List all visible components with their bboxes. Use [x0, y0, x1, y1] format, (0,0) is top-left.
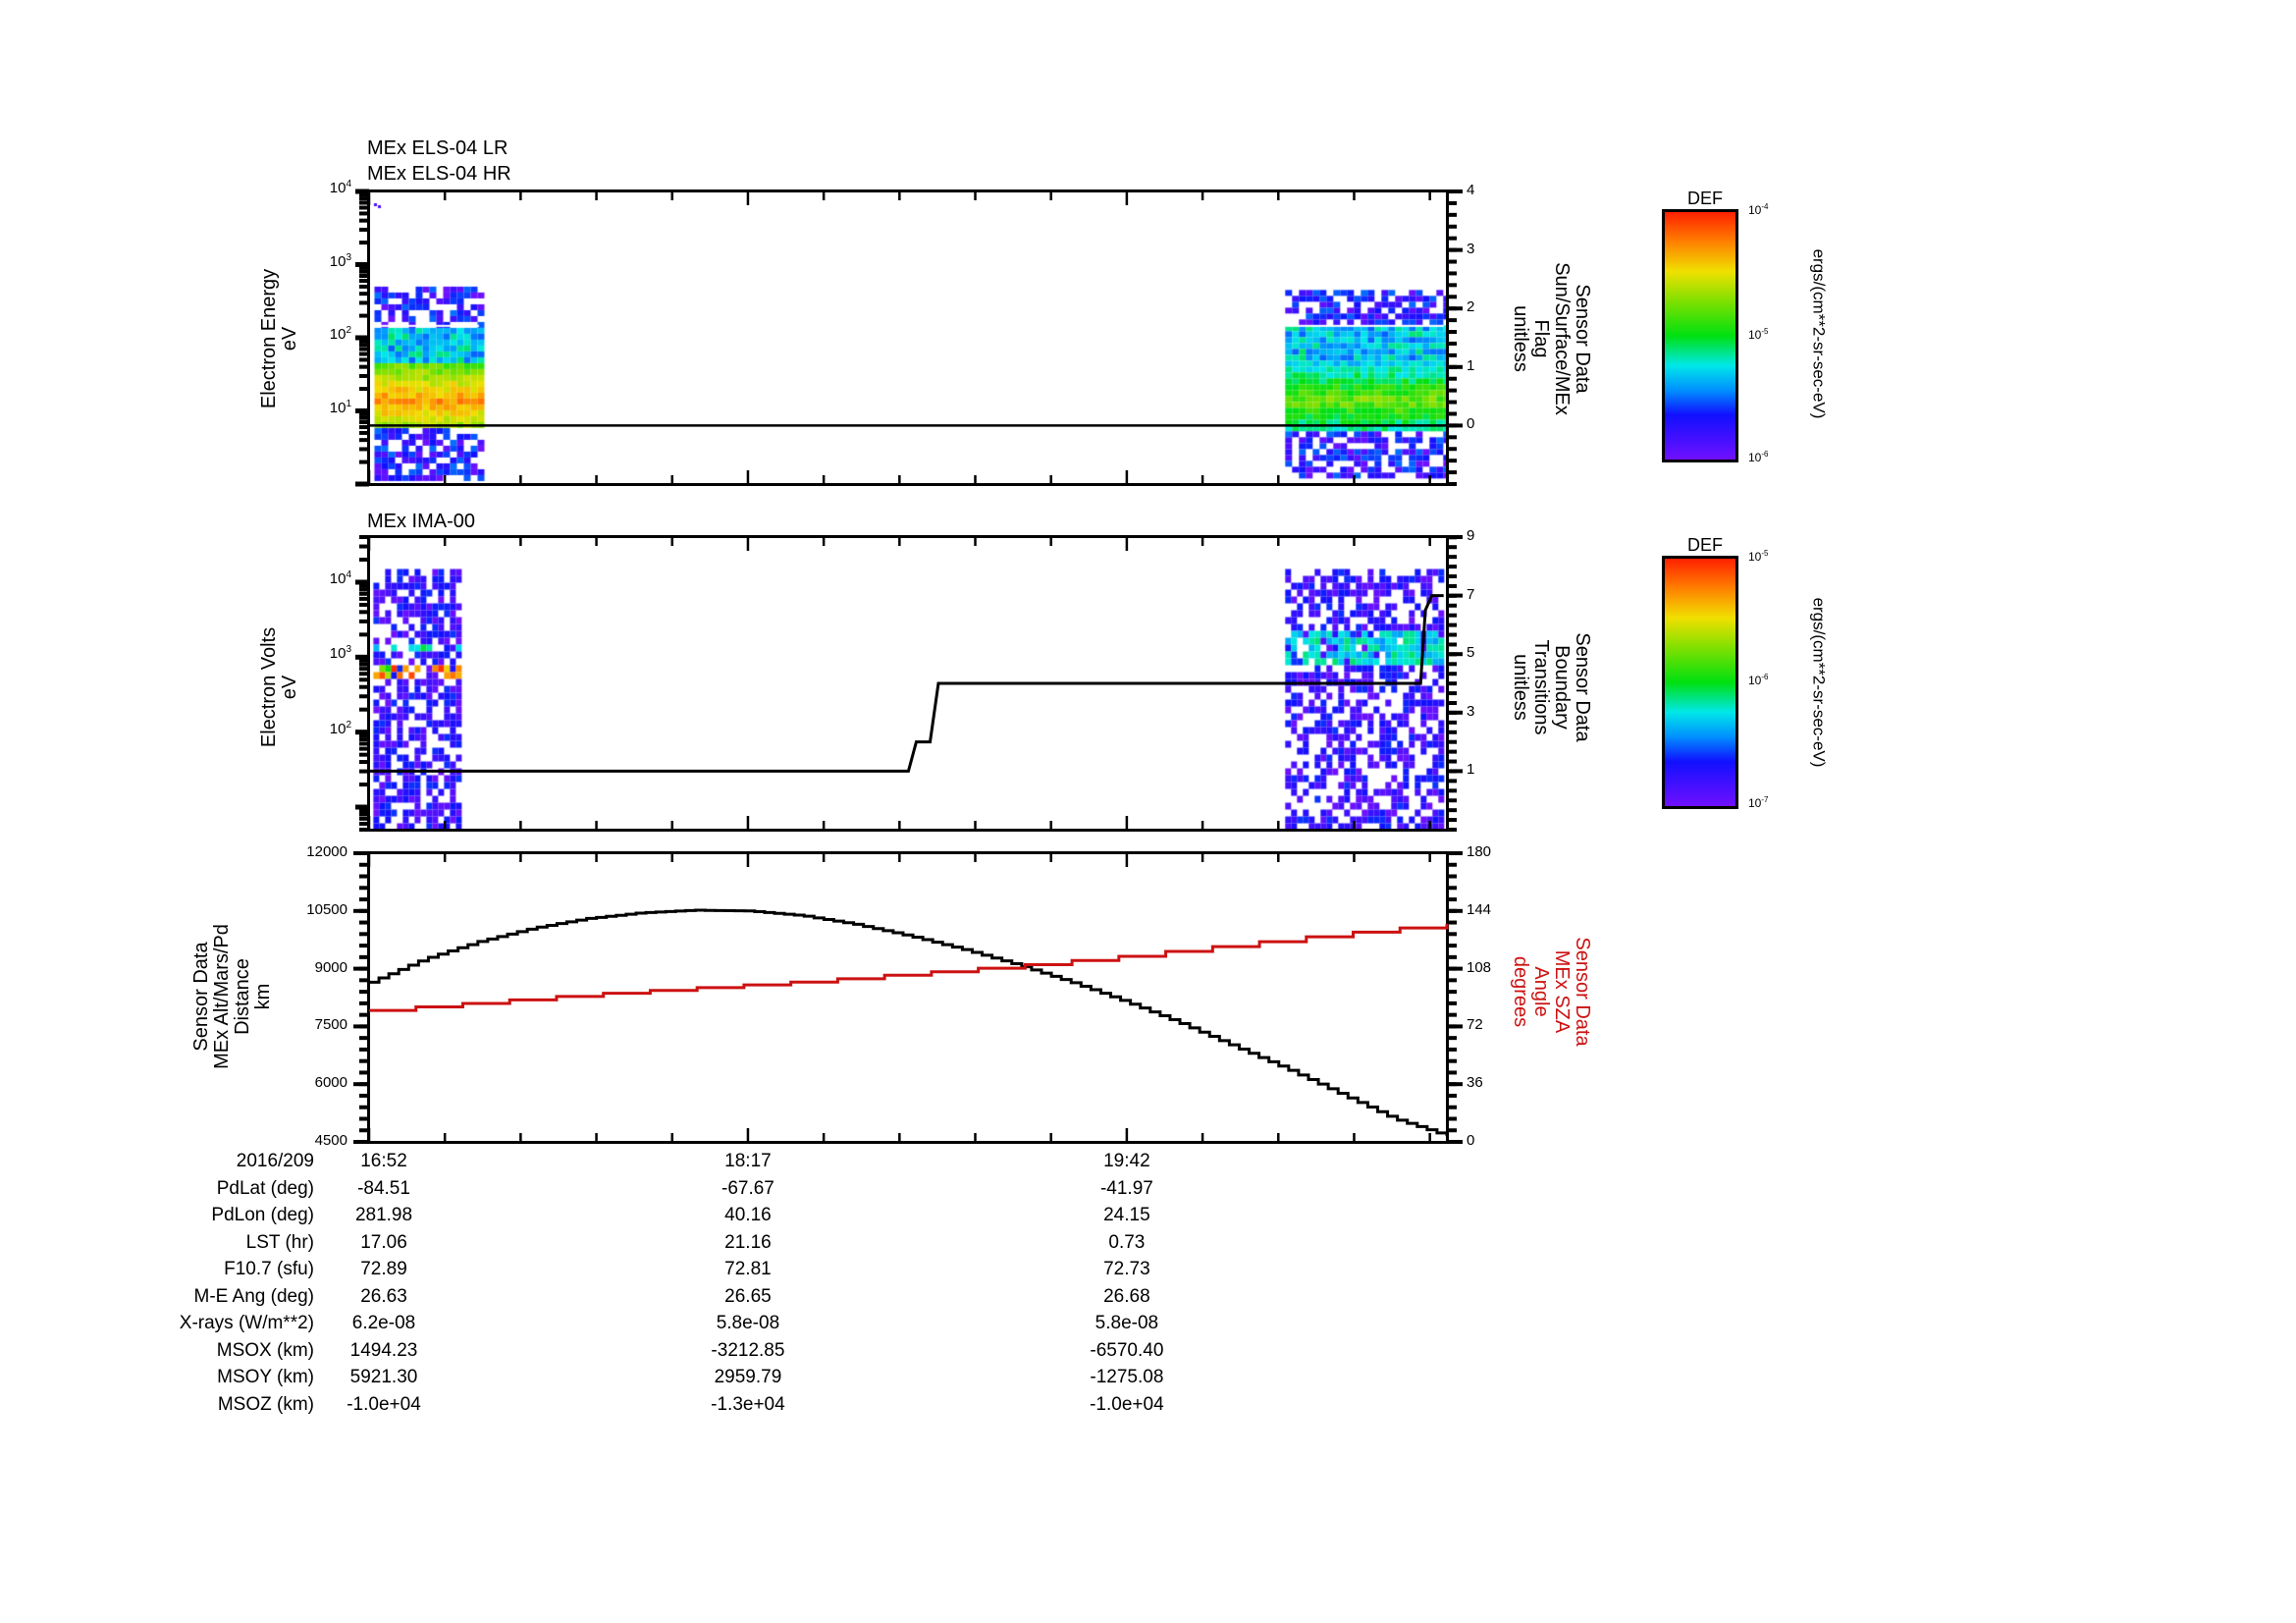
- ytick-label: 103: [329, 251, 351, 270]
- middle-panel-title: MEx IMA-00: [367, 511, 476, 532]
- ephemeris-value: -3212.85: [711, 1339, 785, 1361]
- ephemeris-date: 2016/209: [236, 1151, 314, 1171]
- ephemeris-value: -41.97: [1099, 1177, 1153, 1199]
- ephemeris-value: 72.73: [1103, 1259, 1150, 1279]
- ephemeris-row-label: MSOZ (km): [217, 1393, 314, 1415]
- y2tick-label: 4: [1467, 182, 1475, 198]
- ephemeris-row-label: F10.7 (sfu): [224, 1259, 314, 1279]
- ephemeris-value: -1.0e+04: [347, 1393, 421, 1415]
- y2tick-label: 7: [1467, 585, 1475, 603]
- ephemeris-row-label: LST (hr): [245, 1231, 314, 1253]
- y2tick-label: 36: [1467, 1074, 1483, 1092]
- ytick-label: 7500: [314, 1016, 347, 1034]
- ephemeris-value: 2959.79: [714, 1367, 782, 1387]
- middle-colorbar-min: 10-7: [1748, 795, 1769, 810]
- ephemeris-value: 0.73: [1108, 1231, 1146, 1253]
- ephemeris-value: -1.3e+04: [711, 1393, 785, 1415]
- y2tick-label: 3: [1467, 240, 1475, 257]
- ytick-label: 103: [329, 644, 351, 663]
- y2tick-label: 0: [1467, 1132, 1475, 1149]
- y2tick-label: 0: [1467, 415, 1475, 433]
- ephemeris-row-label: M-E Ang (deg): [193, 1285, 315, 1307]
- ephemeris-value: -6570.40: [1090, 1339, 1164, 1361]
- ephemeris-value: 5.8e-08: [1095, 1313, 1159, 1333]
- ephemeris-time-0: 16:52: [360, 1151, 407, 1171]
- ephemeris-value: 72.81: [724, 1259, 772, 1279]
- top-panel-title-1: MEx ELS-04 LR: [367, 137, 508, 159]
- ephemeris-value: 26.63: [360, 1285, 407, 1307]
- middle-colorbar-mid: 10-6: [1748, 673, 1769, 687]
- y2tick-label: 108: [1467, 958, 1492, 976]
- ytick-label: 4500: [314, 1132, 347, 1149]
- y2tick-label: 5: [1467, 644, 1475, 662]
- ephemeris-row-label: MSOX (km): [216, 1339, 314, 1361]
- y2tick-label: 1: [1467, 761, 1475, 779]
- top-colorbar-max: 10-4: [1748, 202, 1769, 217]
- top-colorbar-title: DEF: [1687, 189, 1723, 208]
- y2tick-label: 180: [1467, 843, 1492, 860]
- ephemeris-value: 5921.30: [349, 1367, 418, 1387]
- top-colorbar-mid: 10-5: [1748, 327, 1769, 342]
- y2tick-label: 2: [1467, 298, 1475, 316]
- ephemeris-value: 21.16: [724, 1231, 772, 1253]
- ephemeris-value: 26.68: [1103, 1285, 1150, 1307]
- top-spectrogram: [369, 191, 1447, 484]
- ytick-label: 104: [329, 568, 351, 587]
- y2tick-label: 1: [1467, 356, 1475, 374]
- ephemeris-value: 24.15: [1103, 1205, 1150, 1225]
- ephemeris-value: -1.0e+04: [1090, 1393, 1164, 1415]
- ephemeris-value: 40.16: [724, 1205, 772, 1225]
- ephemeris-row-label: MSOY (km): [217, 1367, 314, 1387]
- ytick-label: 10500: [306, 900, 347, 918]
- top-panel-title-2: MEx ELS-04 HR: [367, 163, 511, 185]
- ephemeris-value: -84.51: [357, 1177, 410, 1199]
- top-colorbar: [1662, 209, 1738, 462]
- ytick-label: 12000: [306, 843, 347, 860]
- y2tick-label: 3: [1467, 702, 1475, 720]
- ephemeris-value: 281.98: [354, 1205, 413, 1225]
- ephemeris-row-label: PdLat (deg): [216, 1177, 314, 1199]
- ephemeris-row-label: X-rays (W/m**2): [179, 1313, 314, 1333]
- ytick-label: 102: [329, 325, 351, 343]
- ytick-label: 104: [329, 179, 351, 196]
- ytick-label: 102: [329, 719, 351, 737]
- y2tick-label: 144: [1467, 900, 1492, 918]
- ytick-label: 9000: [314, 958, 347, 976]
- ephemeris-value: 5.8e-08: [716, 1313, 780, 1333]
- ephemeris-value: 17.06: [360, 1231, 407, 1253]
- ephemeris-time-2: 19:42: [1103, 1151, 1150, 1171]
- ephemeris-value: 6.2e-08: [351, 1313, 416, 1333]
- ytick-label: 101: [329, 398, 351, 416]
- y2tick-label: 72: [1467, 1016, 1483, 1034]
- ephemeris-value: 1494.23: [349, 1339, 418, 1361]
- ephemeris-time-1: 18:17: [724, 1151, 772, 1171]
- y2tick-label: 9: [1467, 527, 1475, 544]
- middle-colorbar-title: DEF: [1687, 535, 1723, 555]
- bottom-panel-frame: [367, 851, 1449, 1144]
- ephemeris-row-label: PdLon (deg): [211, 1205, 314, 1225]
- top-colorbar-min: 10-6: [1748, 450, 1769, 464]
- ytick-label: 6000: [314, 1074, 347, 1092]
- ephemeris-value: -1275.08: [1090, 1367, 1164, 1387]
- ephemeris-value: 72.89: [360, 1259, 407, 1279]
- middle-colorbar-max: 10-5: [1748, 549, 1769, 564]
- ephemeris-value: 26.65: [724, 1285, 772, 1307]
- ephemeris-value: -67.67: [721, 1177, 774, 1199]
- middle-colorbar: [1662, 556, 1738, 809]
